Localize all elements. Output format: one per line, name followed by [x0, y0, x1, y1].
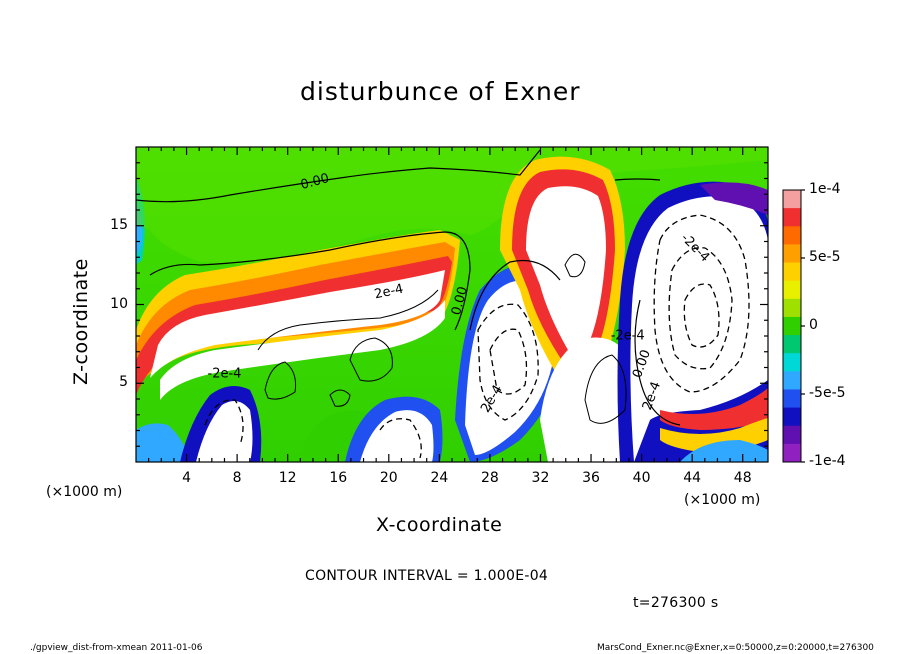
colorbar-swatch — [783, 371, 801, 390]
colorbar-swatch — [783, 316, 801, 336]
colorbar-swatch — [783, 208, 801, 227]
colorbar-swatch — [783, 262, 801, 282]
x-tick-label: 24 — [430, 470, 449, 486]
x-tick-label: 32 — [531, 470, 550, 486]
time-label: t=276300 s — [633, 595, 719, 611]
chart-title: disturbunce of Exner — [300, 77, 581, 106]
colorbar-swatch — [783, 443, 801, 463]
x-axis-ticks — [148, 147, 756, 462]
x-tick-label: 44 — [683, 470, 702, 486]
colorbar-swatch — [783, 407, 801, 427]
x-axis-unit: (×1000 m) — [684, 492, 761, 508]
y-tick-label: 5 — [119, 374, 128, 391]
x-tick-label: 12 — [278, 470, 297, 486]
colorbar-tick-label: 0 — [809, 317, 818, 333]
y-axis-ticks — [136, 162, 768, 447]
colorbar-swatch — [783, 280, 801, 300]
colorbar-swatch — [783, 298, 801, 318]
colorbar-swatch — [783, 335, 801, 354]
colorbar-swatch — [783, 389, 801, 409]
footer-left: ./gpview_dist-from-xmean 2011-01-06 — [30, 643, 203, 653]
colorbar-swatch — [783, 425, 801, 445]
y-axis-label: Z-coordinate — [70, 258, 92, 385]
y-tick-label: 15 — [110, 216, 128, 233]
colorbar-swatch — [783, 353, 801, 372]
x-tick-label: 48 — [733, 470, 752, 486]
contour-label: -2e-4 — [610, 328, 645, 344]
y-axis-unit: (×1000 m) — [46, 484, 123, 500]
colorbar-swatch — [783, 226, 801, 245]
colorbar-tick-label: 1e-4 — [809, 181, 841, 197]
colorbar-tick-label: -5e-5 — [809, 385, 846, 401]
x-tick-label: 8 — [232, 470, 242, 486]
footer-right: MarsCond_Exner.nc@Exner,x=0:50000,z=0:20… — [597, 643, 874, 653]
x-tick-label: 40 — [632, 470, 651, 486]
y-tick-label: 10 — [110, 295, 128, 312]
colorbar-tick-label: -1e-4 — [809, 453, 846, 469]
x-axis-label: X-coordinate — [376, 514, 503, 536]
colorbar-tick-label: 5e-5 — [809, 249, 841, 265]
x-tick-label: 16 — [329, 470, 348, 486]
x-tick-label: 28 — [480, 470, 499, 486]
colorbar — [782, 189, 805, 463]
colorbar-swatch — [783, 244, 801, 264]
x-tick-label: 36 — [582, 470, 600, 486]
negative-contour-layer — [204, 214, 750, 459]
x-tick-label: 20 — [379, 470, 398, 486]
x-tick-label: 4 — [182, 470, 192, 486]
colorbar-swatch — [783, 190, 801, 209]
contour-layer — [136, 149, 681, 426]
field-layer — [136, 147, 768, 462]
contour-label: -2e-4 — [207, 366, 242, 382]
contour-interval: CONTOUR INTERVAL = 1.000E-04 — [305, 568, 549, 584]
